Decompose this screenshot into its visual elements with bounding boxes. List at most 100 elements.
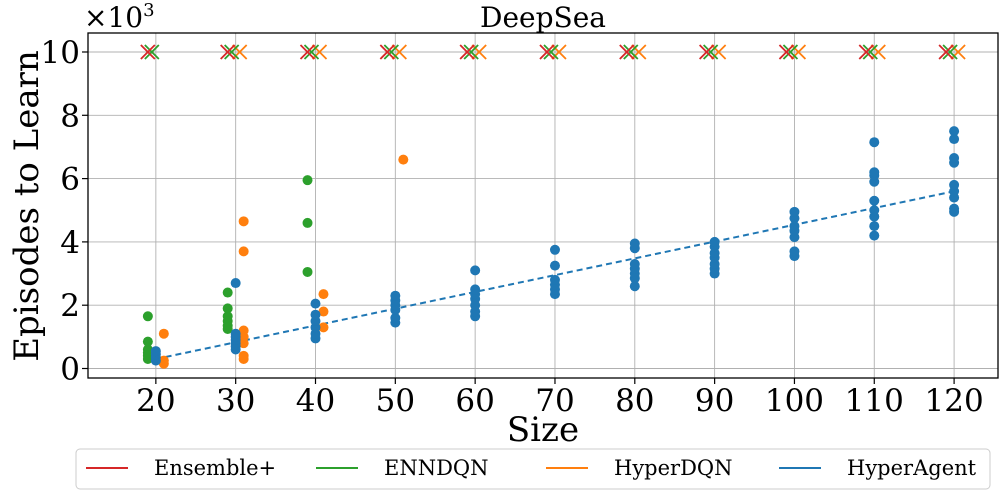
hyperagent-point	[869, 195, 880, 206]
hyperagent-point	[549, 244, 560, 255]
ensemble-failure-marker	[858, 44, 874, 60]
legend-frame	[75, 448, 991, 490]
enndqn-point	[142, 344, 153, 355]
legend-item-hyperdqn: HyperDQN	[546, 456, 733, 480]
hyperagent-point	[310, 309, 321, 320]
legend-items: Ensemble+ ENNDQN HyperDQN HyperAgent	[86, 456, 977, 480]
legend-label: HyperDQN	[614, 456, 733, 480]
legend-label: ENNDQN	[384, 456, 489, 480]
y-multiplier-base: ×10	[84, 1, 143, 34]
plot-frame	[87, 32, 999, 379]
legend-item-enndqn: ENNDQN	[316, 456, 489, 480]
enndqn-point	[142, 311, 153, 322]
y-tick-label: 8	[60, 98, 80, 134]
enndqn-point	[302, 217, 313, 228]
y-axis-ticks: 0 2 4 6 8 10	[41, 35, 88, 388]
hyperdqn-point	[318, 289, 329, 300]
hyperdqn-point	[158, 355, 169, 366]
ensemble-failure-marker	[220, 44, 236, 60]
enndqn-failure-marker	[702, 44, 719, 60]
hyperdqn-failure-marker	[790, 44, 807, 60]
hyperagent-point	[949, 134, 960, 145]
hyperagent-point	[390, 312, 401, 323]
trend-lines	[155, 190, 955, 360]
y-tick-label: 6	[60, 162, 80, 198]
hyperagent-trend-line	[155, 190, 955, 360]
hyperagent-point	[230, 328, 241, 339]
legend-item-ensemble: Ensemble+	[86, 456, 276, 480]
hyperagent-point	[230, 278, 241, 289]
x-tick-label: 30	[216, 383, 255, 419]
hyperdqn-failure-marker	[950, 44, 966, 60]
enndqn-point	[222, 311, 233, 322]
ensemble-failure-marker	[938, 44, 954, 60]
hyperdqn-point	[238, 350, 249, 361]
x-tick-label: 40	[296, 383, 335, 419]
hyperagent-point	[869, 230, 880, 241]
hyperagent-point	[390, 290, 401, 301]
hyperagent-point	[949, 179, 960, 190]
enndqn-failure-marker	[383, 44, 399, 60]
hyperagent-point	[789, 206, 800, 217]
legend-label: Ensemble+	[154, 456, 276, 480]
x-tick-label: 70	[535, 383, 574, 419]
hyperagent-point	[789, 221, 800, 232]
ensemble-failure-marker	[459, 44, 475, 60]
ensemble-failure-marker	[619, 44, 635, 60]
hyperdqn-failure-marker	[710, 44, 727, 60]
hyperagent-point	[949, 126, 960, 137]
hyperagent-point	[310, 298, 321, 309]
hyperdqn-point	[318, 306, 329, 317]
data-points	[142, 126, 960, 369]
x-tick-label: 100	[765, 383, 824, 419]
hyperagent-point	[709, 236, 720, 247]
enndqn-point	[142, 336, 153, 347]
legend-label: HyperAgent	[847, 456, 977, 480]
ensemble-failure-marker	[539, 44, 555, 60]
hyperdqn-failure-marker	[631, 44, 647, 60]
y-tick-label: 10	[41, 35, 80, 71]
hyperagent-point	[869, 221, 880, 232]
enndqn-failure-marker	[782, 44, 799, 60]
ensemble-failure-marker	[379, 44, 395, 60]
hyperdqn-point	[238, 216, 249, 227]
y-multiplier: ×103	[84, 0, 155, 34]
enndqn-failure-marker	[224, 44, 240, 60]
x-tick-label: 120	[925, 383, 984, 419]
enndqn-failure-marker	[463, 44, 479, 60]
hyperdqn-failure-marker	[391, 44, 407, 60]
hyperdqn-point	[158, 328, 169, 339]
hyperagent-point	[629, 259, 640, 270]
ensemble-failure-marker	[140, 44, 156, 60]
x-tick-label: 110	[845, 383, 904, 419]
hyperagent-point	[869, 137, 880, 148]
hyperagent-point	[549, 274, 560, 285]
y-tick-label: 4	[60, 225, 80, 261]
hyperdqn-failure-marker	[870, 44, 886, 60]
failure-markers	[140, 44, 966, 60]
hyperdqn-failure-marker	[311, 44, 328, 60]
hyperagent-point	[949, 153, 960, 164]
enndqn-failure-marker	[543, 44, 559, 60]
hyperagent-point	[869, 205, 880, 216]
hyperagent-point	[150, 346, 161, 357]
enndqn-failure-marker	[144, 44, 160, 60]
hyperdqn-failure-marker	[551, 44, 567, 60]
hyperagent-point	[549, 260, 560, 271]
legend-item-hyperagent: HyperAgent	[779, 456, 977, 480]
hyperagent-point	[470, 284, 481, 295]
enndqn-point	[302, 266, 313, 277]
hyperdqn-point	[238, 325, 249, 336]
ensemble-failure-marker	[299, 44, 316, 60]
hyperagent-point	[789, 246, 800, 257]
enndqn-failure-marker	[862, 44, 878, 60]
enndqn-failure-marker	[303, 44, 320, 60]
legend: Ensemble+ ENNDQN HyperDQN HyperAgent	[75, 448, 991, 490]
x-axis-title: Size	[507, 410, 579, 450]
x-tick-label: 50	[376, 383, 415, 419]
hyperdqn-point	[238, 246, 249, 257]
chart-title: DeepSea	[480, 1, 606, 34]
hyperagent-point	[869, 167, 880, 178]
x-tick-label: 90	[695, 383, 734, 419]
